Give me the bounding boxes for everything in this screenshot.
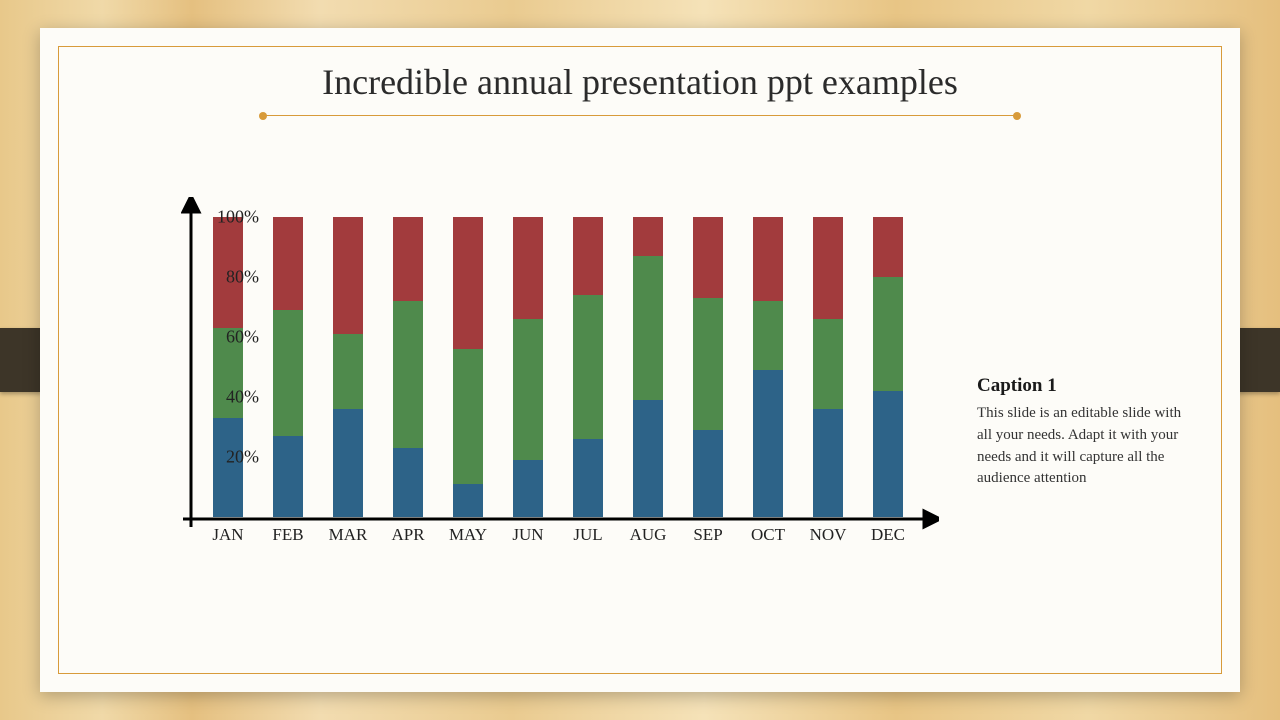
segment-red [513,217,543,319]
y-tick: 100% [199,207,259,228]
segment-green [633,256,663,400]
segment-blue [873,391,903,517]
bar-nov [813,217,843,517]
caption-block: Caption 1 This slide is an editable slid… [977,375,1199,490]
segment-green [813,319,843,409]
segment-blue [693,430,723,517]
x-tick: MAY [449,525,487,545]
rule-dot-right [1013,112,1021,120]
segment-red [873,217,903,277]
segment-blue [273,436,303,517]
bar-apr [393,217,423,517]
segment-blue [213,418,243,517]
x-tick: JUN [512,525,543,545]
x-tick: AUG [630,525,667,545]
bar-feb [273,217,303,517]
slide-card: Incredible annual presentation ppt examp… [40,28,1240,692]
caption-body: This slide is an editable slide with all… [977,403,1199,490]
x-tick: FEB [272,525,303,545]
segment-red [813,217,843,319]
bar-sep [693,217,723,517]
segment-green [273,310,303,436]
x-tick: APR [391,525,424,545]
y-tick: 20% [199,447,259,468]
x-tick: SEP [693,525,722,545]
slide-title: Incredible annual presentation ppt examp… [59,61,1221,103]
segment-green [693,298,723,430]
title-rule [259,111,1021,121]
segment-red [753,217,783,301]
y-tick: 40% [199,387,259,408]
bar-mar [333,217,363,517]
bar-aug [633,217,663,517]
segment-red [573,217,603,295]
segment-red [693,217,723,298]
segment-blue [513,460,543,517]
segment-red [273,217,303,310]
x-tick: MAR [329,525,368,545]
y-tick: 80% [199,267,259,288]
bar-oct [753,217,783,517]
x-tick: OCT [751,525,785,545]
segment-blue [393,448,423,517]
segment-green [753,301,783,370]
bar-jul [573,217,603,517]
segment-green [573,295,603,439]
segment-blue [813,409,843,517]
segment-green [333,334,363,409]
binder-clasp-right [1238,328,1280,392]
caption-title: Caption 1 [977,375,1199,397]
segment-red [453,217,483,349]
segment-green [393,301,423,448]
segment-blue [753,370,783,517]
binder-clasp-left [0,328,42,392]
segment-blue [633,400,663,517]
chart: 20% 40% 60% 80% 100% JAN FEB MAR APR MAY JUN JUL AUG… [119,197,939,567]
y-tick: 60% [199,327,259,348]
slide-frame: Incredible annual presentation ppt examp… [58,46,1222,674]
x-tick: DEC [871,525,905,545]
segment-green [513,319,543,460]
segment-red [333,217,363,334]
bar-may [453,217,483,517]
bar-jan [213,217,243,517]
bar-jun [513,217,543,517]
segment-red [393,217,423,301]
segment-red [633,217,663,256]
segment-green [873,277,903,391]
segment-blue [333,409,363,517]
segment-green [453,349,483,484]
x-tick: JUL [573,525,602,545]
segment-blue [453,484,483,517]
rule-line [265,115,1015,116]
plot-area [191,217,931,517]
x-tick: JAN [212,525,243,545]
bar-dec [873,217,903,517]
x-tick: NOV [810,525,847,545]
segment-blue [573,439,603,517]
